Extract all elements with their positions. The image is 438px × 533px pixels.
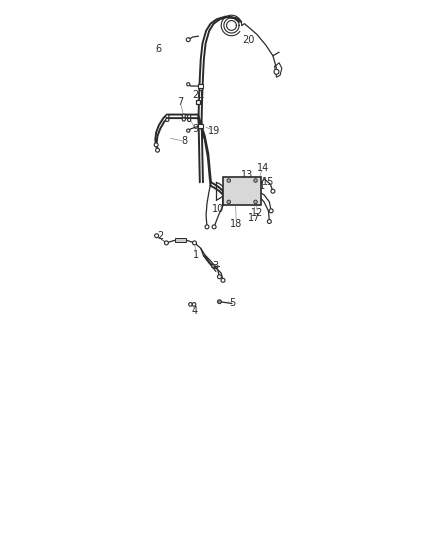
Circle shape: [166, 118, 169, 122]
Circle shape: [227, 179, 230, 182]
Circle shape: [192, 303, 196, 306]
Text: 8: 8: [182, 136, 188, 146]
Circle shape: [212, 264, 215, 268]
Circle shape: [227, 200, 230, 204]
Circle shape: [218, 275, 221, 279]
Circle shape: [187, 118, 191, 122]
Circle shape: [254, 179, 257, 182]
Circle shape: [155, 148, 159, 152]
Circle shape: [269, 209, 273, 213]
Circle shape: [154, 143, 158, 147]
Text: 20: 20: [243, 35, 255, 45]
Bar: [198, 124, 203, 128]
Circle shape: [189, 303, 192, 306]
Text: 1: 1: [193, 251, 199, 260]
Bar: [196, 100, 200, 104]
Text: 19: 19: [208, 126, 220, 135]
Text: 17: 17: [247, 213, 260, 223]
Text: 14: 14: [257, 163, 269, 173]
Circle shape: [218, 300, 221, 304]
Text: 11: 11: [254, 181, 267, 191]
Text: 10: 10: [212, 204, 225, 214]
Circle shape: [193, 241, 197, 245]
Text: 18: 18: [230, 219, 243, 229]
Text: 9: 9: [192, 124, 198, 134]
Circle shape: [187, 83, 190, 86]
Circle shape: [221, 278, 225, 282]
Circle shape: [164, 241, 168, 245]
Circle shape: [271, 189, 275, 193]
Circle shape: [155, 234, 159, 238]
Circle shape: [212, 225, 216, 229]
Bar: [198, 84, 203, 88]
Text: 13: 13: [241, 170, 254, 180]
Text: 6: 6: [155, 44, 161, 54]
Circle shape: [205, 225, 209, 229]
Circle shape: [186, 38, 190, 42]
Circle shape: [274, 69, 279, 74]
Circle shape: [187, 115, 191, 118]
Bar: [175, 238, 186, 242]
Circle shape: [182, 118, 185, 121]
Text: 12: 12: [251, 207, 263, 217]
Text: 7: 7: [177, 97, 184, 107]
Text: 21: 21: [192, 90, 204, 100]
Circle shape: [187, 129, 190, 132]
Text: 3: 3: [212, 261, 218, 271]
Text: 4: 4: [191, 305, 198, 316]
Circle shape: [267, 220, 271, 223]
Text: 16: 16: [226, 193, 238, 203]
Text: 5: 5: [229, 298, 235, 309]
FancyBboxPatch shape: [223, 177, 261, 205]
Circle shape: [254, 200, 257, 204]
Text: 15: 15: [262, 177, 275, 187]
Circle shape: [166, 115, 169, 118]
Text: 2: 2: [157, 231, 163, 241]
Circle shape: [182, 114, 185, 117]
